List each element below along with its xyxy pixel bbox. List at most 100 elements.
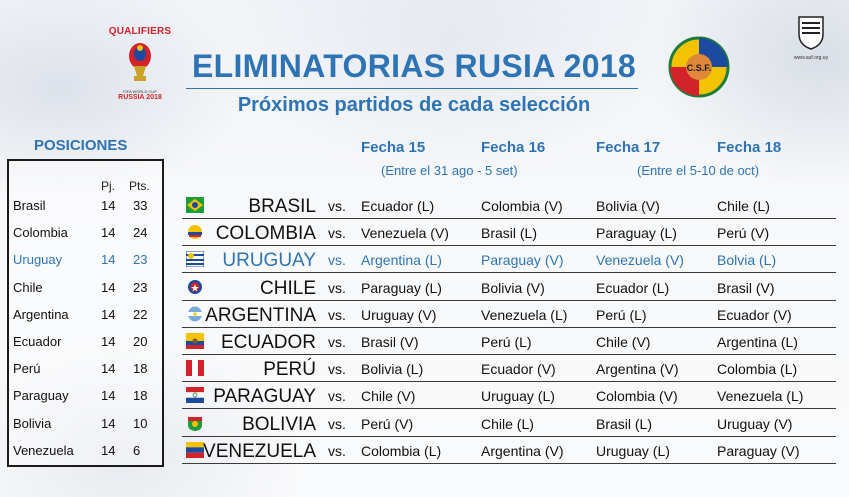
qualifiers-label: QUALIFIERS xyxy=(108,26,172,37)
fecha-17-18-dates: (Entre el 5-10 de oct) xyxy=(637,163,760,178)
fixture-match-fecha-17: Bolivia (V) xyxy=(596,198,660,214)
standings-title: POSICIONES xyxy=(34,137,128,154)
vs-label: vs. xyxy=(328,198,346,214)
colombia-crest-icon xyxy=(186,224,204,240)
fixture-match-fecha-16: Ecuador (V) xyxy=(481,361,556,378)
fixture-match-fecha-18: Uruguay (V) xyxy=(717,415,793,432)
auf-logo: www.auf.org.uy xyxy=(788,14,834,64)
fixture-row: ARGENTINA vs. Uruguay (V) Venezuela (L) Perú… xyxy=(182,301,836,328)
fixture-match-fecha-18: Paraguay (V) xyxy=(717,442,800,459)
fixture-match-fecha-15: Perú (V) xyxy=(361,415,414,432)
standings-pj: 14 xyxy=(101,279,116,295)
fixture-match-fecha-18: Colombia (L) xyxy=(717,361,798,378)
fixture-match-fecha-17: Colombia (V) xyxy=(596,388,678,405)
fixture-match-fecha-18: Perú (V) xyxy=(717,225,770,242)
vs-label: vs. xyxy=(328,252,346,269)
venezuela-flag-icon xyxy=(186,441,204,458)
auf-url: www.auf.org.uy xyxy=(793,55,829,61)
fixture-match-fecha-17: Venezuela (V) xyxy=(596,252,684,269)
page-subtitle: Próximos partidos de cada selección xyxy=(237,94,591,116)
vs-label: vs. xyxy=(328,388,346,405)
fixture-team: COLOMBIA xyxy=(215,223,316,245)
standings-pts: 23 xyxy=(133,252,148,268)
standings-pts: 33 xyxy=(133,198,148,213)
csf-label: C.S.F. xyxy=(687,63,712,73)
fixture-match-fecha-18: Venezuela (L) xyxy=(717,388,804,405)
vs-label: vs. xyxy=(328,334,346,350)
standings-pj: 14 xyxy=(101,252,116,268)
standings-team: Ecuador xyxy=(13,334,62,349)
chile-crest-icon xyxy=(186,279,204,295)
brazil-flag-icon xyxy=(186,197,204,213)
fixture-match-fecha-16: Brasil (L) xyxy=(481,225,538,242)
standings-row: Argentina 14 22 xyxy=(9,302,162,329)
fixture-match-fecha-16: Uruguay (L) xyxy=(481,388,555,405)
fifa-line: FIFA WORLD CUP xyxy=(123,89,157,94)
fixture-match-fecha-18: Bolvia (L) xyxy=(717,252,777,269)
fixture-match-fecha-18: Argentina (L) xyxy=(717,334,798,350)
argentina-crest-icon xyxy=(186,306,204,322)
russia-label: RUSSIA 2018 xyxy=(118,94,162,101)
standings-pts: 10 xyxy=(133,415,148,431)
standings-row: Chile 14 23 xyxy=(9,275,162,302)
fixture-row: VENEZUELA vs. Colombia (L) Argentina (V) Uru… xyxy=(182,437,836,464)
fixture-match-fecha-17: Chile (V) xyxy=(596,334,651,350)
standings-pts: 6 xyxy=(133,442,141,458)
fixture-row: BRASIL vs. Ecuador (L) Colombia (V) Bolivia … xyxy=(182,192,836,219)
standings-row: Uruguay 14 23 xyxy=(9,247,162,274)
fixture-match-fecha-15: Uruguay (V) xyxy=(361,306,437,323)
fixture-team: URUGUAY xyxy=(222,250,316,272)
fixture-match-fecha-15: Bolivia (L) xyxy=(361,361,424,378)
standings-pj: 14 xyxy=(101,225,116,241)
title-divider xyxy=(186,88,638,89)
world-cup-logo: QUALIFIERS FIFA WORLD CUP RUSSIA 2018 xyxy=(104,26,176,108)
fixture-match-fecha-17: Paraguay (L) xyxy=(596,225,677,242)
page-title: ELIMINATORIAS RUSIA 2018 xyxy=(191,48,637,84)
fixture-match-fecha-18: Chile (L) xyxy=(717,198,770,214)
uruguay-crest-icon xyxy=(185,250,205,268)
fecha-18-header: Fecha 18 xyxy=(717,139,782,156)
standings-pts: 20 xyxy=(133,334,148,349)
fixture-row: BOLIVIA vs. Perú (V) Chile (L) Brasil (L) Uru… xyxy=(182,410,836,437)
fixture-match-fecha-16: Paraguay (V) xyxy=(481,252,564,269)
standings-team: Paraguay xyxy=(13,388,69,404)
fixture-team: PARAGUAY xyxy=(213,386,316,408)
fixture-match-fecha-17: Argentina (V) xyxy=(596,361,679,378)
fixture-match-fecha-18: Brasil (V) xyxy=(717,279,775,296)
standings-row: Paraguay 14 18 xyxy=(9,383,162,410)
fecha-16-header: Fecha 16 xyxy=(481,139,546,156)
fecha-15-16-dates: (Entre el 31 ago - 5 set) xyxy=(381,163,518,178)
fixture-row: COLOMBIA vs. Venezuela (V) Brasil (L) Paragu… xyxy=(182,219,836,247)
fixture-row: PARAGUAY vs. Chile (V) Uruguay (L) Colombia … xyxy=(182,382,836,410)
fecha-17-header: Fecha 17 xyxy=(596,139,661,156)
standings-team: Venezuela xyxy=(13,442,74,458)
standings-pj: 14 xyxy=(101,334,116,349)
standings-team: Colombia xyxy=(13,225,68,241)
standings-pj: 14 xyxy=(101,198,116,213)
fixture-match-fecha-16: Colombia (V) xyxy=(481,198,563,214)
vs-label: vs. xyxy=(328,361,346,378)
fixture-team: BOLIVIA xyxy=(242,413,316,435)
standings-row: Perú 14 18 xyxy=(9,356,162,383)
fixture-match-fecha-15: Paraguay (L) xyxy=(361,279,442,296)
standings-pts: 18 xyxy=(133,361,148,377)
fixture-row: ECUADOR vs. Brasil (V) Perú (L) Chile (V) Arg… xyxy=(182,328,836,355)
vs-label: vs. xyxy=(328,306,346,323)
standings-row: Bolivia 14 10 xyxy=(9,411,162,438)
fixture-match-fecha-15: Argentina (L) xyxy=(361,252,442,269)
world-cup-trophy-icon xyxy=(129,43,151,81)
standings-team: Perú xyxy=(13,361,41,377)
fixture-match-fecha-16: Venezuela (L) xyxy=(481,306,568,323)
standings-pts: 22 xyxy=(133,306,148,322)
standings-pts: 23 xyxy=(133,279,148,295)
standings-pj: 14 xyxy=(101,442,116,458)
fecha-15-header: Fecha 15 xyxy=(361,139,426,156)
bolivia-crest-icon xyxy=(186,415,204,431)
fixture-match-fecha-15: Venezuela (V) xyxy=(361,225,449,242)
fixture-row: URUGUAY vs. Argentina (L) Paraguay (V) Venez… xyxy=(182,246,836,274)
standings-col-pj: Pj. xyxy=(101,179,116,193)
fixture-match-fecha-16: Perú (L) xyxy=(481,334,532,350)
fixture-team: ARGENTINA xyxy=(205,304,316,326)
standings-pj: 14 xyxy=(101,306,116,322)
standings-team: Argentina xyxy=(13,306,69,322)
